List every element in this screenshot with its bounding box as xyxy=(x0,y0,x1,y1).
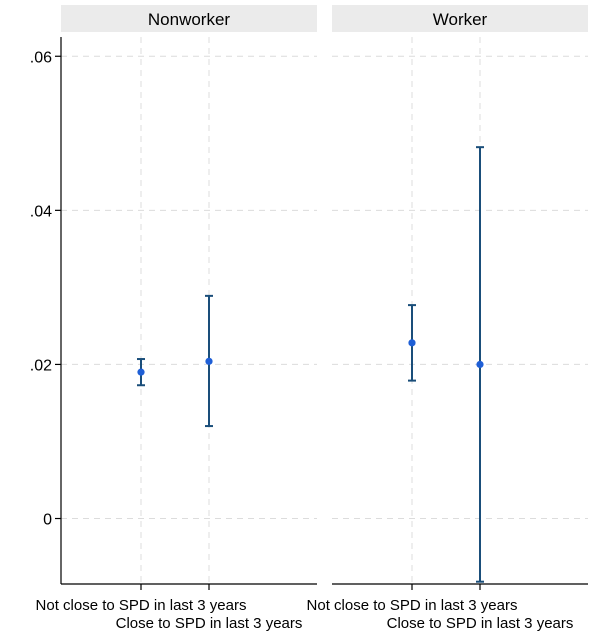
category-label: Close to SPD in last 3 years xyxy=(116,615,303,632)
panel-title: Worker xyxy=(433,10,488,29)
panel-header xyxy=(61,5,317,32)
data-point xyxy=(137,368,145,376)
panel-header xyxy=(332,5,588,32)
category-label: Not close to SPD in last 3 years xyxy=(36,597,247,614)
data-point xyxy=(205,357,213,365)
data-point xyxy=(476,360,484,369)
y-tick-label: .06 xyxy=(30,49,52,66)
data-point xyxy=(408,339,416,347)
y-tick-label: .04 xyxy=(30,203,52,220)
category-label: Close to SPD in last 3 years xyxy=(387,615,574,632)
y-tick-label: 0 xyxy=(43,512,52,529)
y-tick-label: .02 xyxy=(30,357,52,374)
panel-title: Nonworker xyxy=(148,10,231,29)
category-label: Not close to SPD in last 3 years xyxy=(307,597,518,614)
